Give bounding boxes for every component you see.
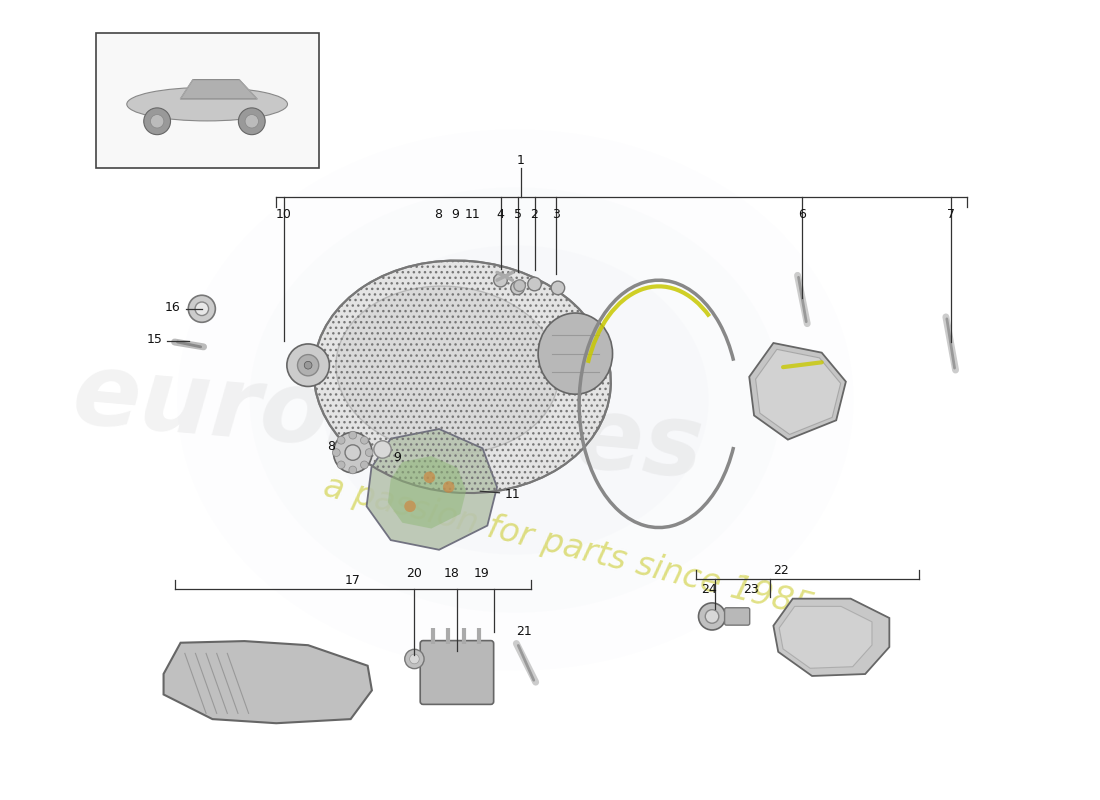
- Circle shape: [349, 431, 356, 439]
- Circle shape: [698, 603, 726, 630]
- Circle shape: [514, 280, 526, 291]
- Circle shape: [551, 281, 564, 294]
- Polygon shape: [366, 429, 497, 550]
- Text: 16: 16: [165, 301, 180, 314]
- Circle shape: [297, 354, 319, 376]
- Circle shape: [510, 281, 525, 294]
- Text: 20: 20: [407, 567, 422, 581]
- Text: 4: 4: [496, 208, 505, 221]
- Text: 11: 11: [505, 488, 520, 501]
- Text: 2: 2: [530, 208, 539, 221]
- Text: 5: 5: [514, 208, 521, 221]
- Text: 21: 21: [516, 626, 531, 638]
- Text: 24: 24: [701, 583, 717, 596]
- Circle shape: [528, 278, 541, 291]
- Circle shape: [361, 437, 368, 444]
- Text: 9: 9: [451, 208, 459, 221]
- Text: 7: 7: [947, 208, 955, 221]
- Text: 15: 15: [146, 334, 163, 346]
- Circle shape: [332, 449, 340, 457]
- Circle shape: [443, 481, 454, 493]
- Text: 19: 19: [473, 567, 490, 581]
- Circle shape: [239, 108, 265, 134]
- FancyBboxPatch shape: [420, 641, 494, 704]
- Ellipse shape: [322, 246, 708, 554]
- Circle shape: [338, 437, 345, 444]
- Circle shape: [305, 362, 312, 369]
- Polygon shape: [779, 606, 872, 668]
- Text: 17: 17: [344, 574, 361, 586]
- FancyBboxPatch shape: [725, 608, 750, 625]
- Text: 6: 6: [799, 208, 806, 221]
- Circle shape: [245, 114, 258, 128]
- Text: 1: 1: [517, 154, 525, 167]
- Text: a passion for parts since 1985: a passion for parts since 1985: [320, 470, 817, 624]
- Circle shape: [405, 650, 425, 669]
- Circle shape: [494, 274, 507, 287]
- Ellipse shape: [126, 87, 287, 121]
- Ellipse shape: [250, 187, 781, 613]
- Polygon shape: [749, 343, 846, 440]
- Ellipse shape: [333, 432, 372, 473]
- Text: eurospares: eurospares: [68, 347, 707, 499]
- Text: 22: 22: [773, 563, 789, 577]
- Circle shape: [144, 108, 170, 134]
- Text: 8: 8: [433, 208, 442, 221]
- Circle shape: [405, 501, 416, 512]
- Polygon shape: [388, 456, 466, 529]
- Text: 23: 23: [744, 583, 759, 596]
- Circle shape: [424, 471, 436, 483]
- Circle shape: [365, 449, 373, 457]
- Circle shape: [345, 445, 361, 460]
- Text: 3: 3: [552, 208, 560, 221]
- Text: 9: 9: [393, 450, 402, 464]
- Text: 10: 10: [276, 208, 292, 221]
- Circle shape: [361, 461, 368, 469]
- Circle shape: [409, 654, 419, 664]
- Ellipse shape: [538, 313, 613, 394]
- Circle shape: [287, 344, 329, 386]
- Circle shape: [195, 302, 209, 315]
- Ellipse shape: [336, 286, 559, 454]
- Polygon shape: [756, 350, 840, 434]
- Circle shape: [338, 461, 345, 469]
- Circle shape: [349, 466, 356, 474]
- Circle shape: [374, 441, 392, 458]
- Polygon shape: [180, 80, 257, 99]
- Circle shape: [151, 114, 164, 128]
- Circle shape: [705, 610, 718, 623]
- Polygon shape: [773, 598, 889, 676]
- Bar: [96, 33, 319, 168]
- Text: 8: 8: [327, 440, 334, 453]
- Ellipse shape: [314, 261, 610, 493]
- Polygon shape: [164, 641, 372, 723]
- Text: 18: 18: [443, 567, 460, 581]
- Text: 11: 11: [465, 208, 481, 221]
- Circle shape: [188, 295, 216, 322]
